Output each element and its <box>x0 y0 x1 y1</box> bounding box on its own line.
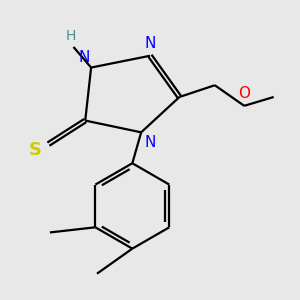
Text: N: N <box>144 135 155 150</box>
Text: O: O <box>238 86 250 101</box>
Text: N: N <box>144 36 156 51</box>
Text: S: S <box>29 141 42 159</box>
Text: H: H <box>65 28 76 43</box>
Text: N: N <box>78 50 90 64</box>
